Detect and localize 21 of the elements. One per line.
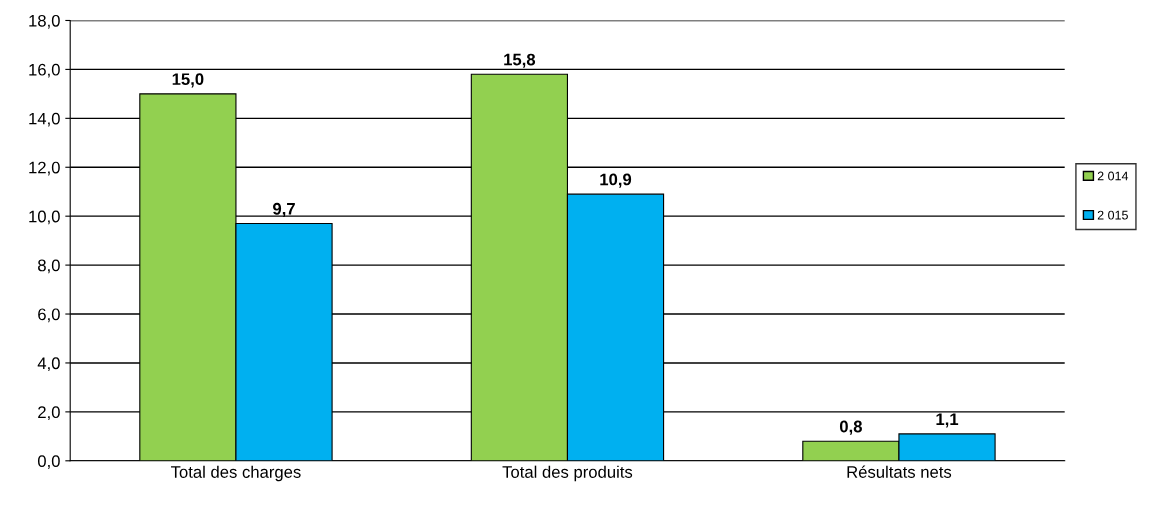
x-tick-label: Total des produits (502, 465, 633, 482)
x-tick-label: Résultats nets (847, 465, 952, 478)
y-tick-label: 12,0 (29, 161, 60, 176)
y-tick-label: 4,0 (37, 357, 60, 372)
y-tick-label: 10,0 (29, 210, 60, 225)
data-label: 15,0 (172, 73, 204, 88)
y-tick-label: 8,0 (38, 259, 60, 274)
data-label: 10,9 (600, 173, 632, 188)
y-tick-label: 18,0 (29, 14, 60, 29)
y-tick-label: 16,0 (29, 63, 60, 78)
data-label: 15,8 (504, 53, 536, 68)
y-tick-label: 2,0 (38, 406, 60, 421)
x-tick-label: Total des charges (171, 465, 301, 482)
data-label: 1,1 (936, 413, 959, 428)
legend-label: 2 014 (1097, 171, 1129, 181)
y-tick-label: 0,0 (37, 455, 60, 469)
data-label: 9,7 (273, 202, 295, 218)
data-label: 0,8 (839, 420, 862, 435)
y-tick-label: 6,0 (38, 308, 60, 323)
legend-label: 2 015 (1097, 210, 1128, 220)
y-tick-label: 14,0 (29, 112, 60, 127)
